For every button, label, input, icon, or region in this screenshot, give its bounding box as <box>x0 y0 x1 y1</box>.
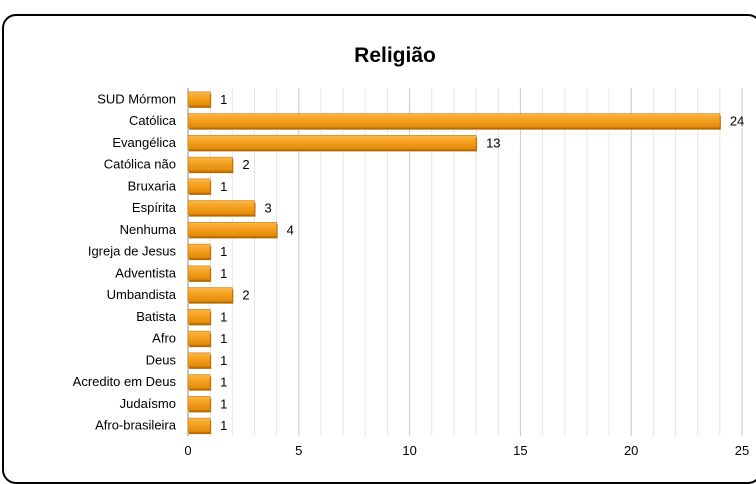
category-label: Evangélica <box>112 135 176 150</box>
data-label: 1 <box>220 353 227 368</box>
data-label: 2 <box>242 288 249 303</box>
x-tick-label: 20 <box>624 443 638 458</box>
data-label: 1 <box>220 244 227 259</box>
bar <box>187 222 277 237</box>
data-label: 1 <box>220 331 227 346</box>
x-axis: 0 5 10 15 20 25 <box>184 443 749 458</box>
bar <box>187 265 211 281</box>
category-label: Bruxaria <box>128 178 177 193</box>
bar <box>187 156 233 172</box>
chart-container <box>2 14 756 484</box>
data-label: 1 <box>220 375 227 390</box>
category-label: Nenhuma <box>120 222 177 237</box>
data-label: 1 <box>220 418 227 433</box>
bar <box>187 374 211 389</box>
category-label: Umbandista <box>107 287 177 302</box>
data-label: 2 <box>242 157 249 172</box>
category-label: Adventista <box>115 265 176 280</box>
data-label: 1 <box>220 179 227 194</box>
bar <box>187 91 211 107</box>
category-label: Judaísmo <box>120 396 176 411</box>
data-label: 4 <box>287 222 294 237</box>
chart-title: Religião <box>354 44 436 67</box>
x-tick-label: 15 <box>513 443 527 458</box>
bar <box>187 352 211 368</box>
category-label: Católica <box>129 113 177 128</box>
category-labels: SUD Mórmon Católica Evangélica Católica não… <box>73 91 177 432</box>
bar <box>187 178 211 194</box>
data-label: 24 <box>730 114 744 129</box>
x-tick-label: 25 <box>735 443 749 458</box>
category-label: Afro <box>152 331 176 346</box>
category-label: Deus <box>146 352 177 367</box>
data-label: 13 <box>486 135 500 150</box>
category-label: Espírita <box>132 200 177 215</box>
data-label: 1 <box>220 92 227 107</box>
category-label: Afro-brasileira <box>95 418 177 433</box>
bar <box>187 417 211 433</box>
x-tick-label: 0 <box>184 443 191 458</box>
category-label: Igreja de Jesus <box>88 244 177 259</box>
bar <box>187 243 211 259</box>
category-label: Acredito em Deus <box>73 374 177 389</box>
bar <box>187 330 211 346</box>
category-label: Batista <box>136 309 177 324</box>
data-label: 1 <box>220 309 227 324</box>
category-label: SUD Mórmon <box>97 91 176 106</box>
data-label: 1 <box>220 396 227 411</box>
x-tick-label: 10 <box>402 443 416 458</box>
category-label: Católica não <box>104 157 176 172</box>
data-label: 1 <box>220 266 227 281</box>
x-tick-label: 5 <box>295 443 302 458</box>
data-label: 3 <box>264 201 271 216</box>
bar <box>187 200 255 215</box>
bar <box>187 396 211 411</box>
bar <box>187 309 211 324</box>
bar <box>187 135 477 150</box>
bars <box>187 91 721 435</box>
bar <box>187 287 233 302</box>
bar <box>187 113 721 128</box>
